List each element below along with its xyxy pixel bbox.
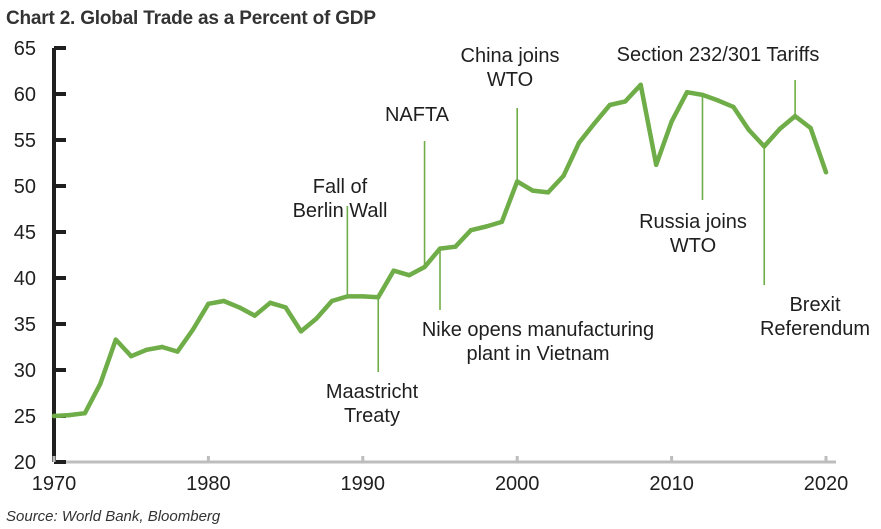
- annotation-label: NAFTA: [385, 104, 450, 126]
- data-point: [638, 82, 643, 88]
- annotation-text: Section 232/301 Tariffs: [617, 44, 820, 66]
- x-tick-label: 2020: [804, 473, 849, 495]
- data-point: [345, 294, 350, 299]
- data-point: [607, 102, 613, 108]
- data-point: [545, 190, 551, 195]
- data-point: [237, 305, 242, 310]
- data-point: [283, 305, 288, 310]
- chart-title: Chart 2. Global Trade as a Percent of GD…: [6, 8, 376, 29]
- annotation-text: China joins: [461, 45, 560, 67]
- annotation-text: Treaty: [344, 405, 400, 427]
- data-point: [499, 219, 504, 225]
- data-point: [808, 125, 813, 131]
- data-point: [406, 273, 412, 278]
- annotation-text: Fall of: [313, 176, 368, 198]
- y-tick-label: 60: [14, 84, 36, 106]
- data-point: [206, 301, 211, 306]
- annotation-text: NAFTA: [385, 104, 450, 126]
- x-tick-label: 1970: [32, 473, 77, 495]
- data-point: [267, 300, 273, 306]
- data-point: [175, 349, 180, 354]
- data-point: [530, 188, 535, 193]
- data-point: [437, 246, 443, 251]
- annotation-text: Brexit: [789, 294, 841, 316]
- y-tick-label: 50: [14, 176, 36, 198]
- data-point: [98, 381, 103, 386]
- y-tick-label: 45: [14, 222, 36, 244]
- data-point: [314, 316, 319, 321]
- annotation-text: Referendum: [760, 318, 870, 340]
- y-tick-label: 30: [14, 360, 36, 382]
- source-note: Source: World Bank, Bloomberg: [6, 508, 221, 525]
- data-point: [376, 295, 381, 300]
- annotation-text: Nike opens manufacturing: [422, 319, 654, 341]
- annotation-label: Section 232/301 Tariffs: [617, 44, 820, 66]
- data-point: [561, 173, 566, 179]
- annotation-text: Berlin Wall: [293, 200, 388, 222]
- y-tick-label: 40: [14, 268, 36, 290]
- data-point: [669, 119, 674, 124]
- x-tick-label: 2010: [649, 473, 694, 495]
- data-point: [623, 99, 628, 104]
- data-point: [484, 224, 489, 229]
- y-tick-label: 35: [14, 314, 36, 336]
- data-point: [298, 329, 304, 334]
- data-point: [823, 170, 829, 175]
- y-tick-label: 25: [14, 406, 36, 428]
- annotation-text: Maastricht: [326, 381, 419, 403]
- series: [51, 82, 829, 419]
- data-point: [329, 298, 335, 304]
- data-point: [762, 144, 767, 149]
- data-point: [422, 264, 427, 270]
- data-point: [715, 98, 721, 103]
- annotation-text: WTO: [670, 235, 716, 257]
- data-point: [113, 337, 118, 342]
- data-point: [51, 413, 57, 419]
- data-point: [731, 104, 736, 110]
- data-point: [144, 347, 149, 352]
- data-point: [468, 227, 474, 233]
- y-tick-label: 65: [14, 38, 36, 60]
- data-point: [515, 179, 520, 184]
- x-tick-label: 1980: [186, 473, 231, 495]
- data-point: [592, 121, 597, 126]
- y-tick-label: 20: [14, 452, 36, 474]
- y-tick-label: 55: [14, 130, 36, 152]
- data-point: [221, 298, 227, 304]
- data-point: [792, 113, 798, 119]
- data-point: [746, 127, 751, 133]
- annotation-text: Russia joins: [639, 211, 747, 233]
- x-tick-label: 1990: [341, 473, 386, 495]
- data-point: [129, 354, 134, 359]
- data-point: [82, 411, 88, 416]
- data-point: [252, 313, 257, 318]
- data-point: [67, 412, 72, 418]
- annotation-text: plant in Vietnam: [466, 343, 609, 365]
- axes: 20 25 30 35 40 45 50 55 60 65 1970 1980 1990 2000 2010…: [14, 38, 849, 495]
- annotation-text: WTO: [487, 69, 533, 91]
- data-point: [453, 244, 458, 249]
- data-point: [159, 344, 165, 350]
- data-point: [684, 89, 690, 95]
- data-point: [700, 92, 705, 98]
- x-tick-label: 2000: [495, 473, 540, 495]
- data-point: [653, 162, 659, 168]
- data-point: [360, 294, 365, 299]
- data-point: [190, 327, 196, 332]
- data-point: [576, 140, 582, 145]
- data-point: [777, 126, 782, 132]
- data-point: [391, 268, 396, 273]
